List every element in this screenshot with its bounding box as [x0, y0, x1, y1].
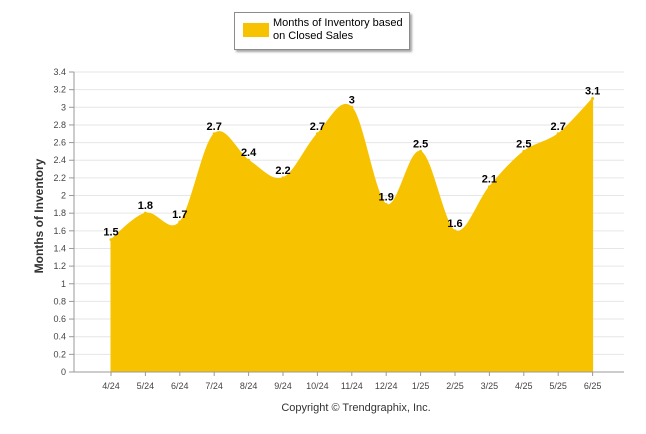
area-series: [109, 96, 595, 373]
data-point: [212, 132, 216, 136]
data-point: [591, 96, 595, 100]
y-tick-label: 1.6: [53, 226, 66, 236]
data-point: [556, 132, 560, 136]
y-tick-label: 3: [61, 102, 66, 112]
data-point: [143, 211, 147, 215]
y-tick-label: 0.2: [53, 349, 66, 359]
y-tick-label: 0.6: [53, 314, 66, 324]
x-tick-label: 10/24: [306, 381, 329, 391]
y-axis-label: Months of Inventory: [32, 158, 46, 274]
data-label: 2.4: [241, 147, 257, 159]
legend-label: Months of Inventory based on Closed Sale…: [273, 17, 403, 42]
x-tick-label: 3/25: [481, 381, 499, 391]
x-tick-label: 4/25: [515, 381, 533, 391]
data-label: 2.5: [516, 138, 531, 150]
x-tick-label: 8/24: [240, 381, 258, 391]
y-tick-label: 1.4: [53, 243, 66, 253]
y-tick-label: 0: [61, 367, 66, 377]
axes: 0 0.2 0.4 0.6 0.8 1 1.2 1.4 1.6 1.8 2 2.2 2.4 2.6 2.8 3…: [53, 67, 624, 391]
data-label: 2.2: [275, 165, 290, 177]
y-tick-label: 0.4: [53, 332, 66, 342]
data-point: [487, 185, 491, 189]
x-tick-label: 9/24: [274, 381, 292, 391]
y-tick-label: 3.4: [53, 67, 66, 77]
x-tick-label: 11/24: [341, 381, 363, 391]
data-point: [522, 149, 526, 153]
x-tick-label: 12/24: [375, 381, 398, 391]
y-tick-label: 1.2: [53, 261, 66, 271]
data-label: 2.7: [551, 121, 566, 133]
x-tick-label: 2/25: [446, 381, 464, 391]
y-tick-label: 2.6: [53, 138, 66, 148]
data-point: [247, 158, 251, 162]
y-tick-label: 3.2: [53, 85, 66, 95]
data-point: [350, 105, 354, 109]
data-label: 2.7: [207, 121, 222, 133]
data-point: [281, 176, 285, 180]
x-tick-label: 4/24: [102, 381, 120, 391]
x-tick-label: 1/25: [412, 381, 430, 391]
copyright-text: Copyright © Trendgraphix, Inc.: [281, 402, 431, 414]
area-fill: [110, 97, 594, 373]
legend-swatch: [243, 23, 269, 37]
x-tick-label: 7/24: [205, 381, 223, 391]
data-label: 1.9: [379, 191, 394, 203]
x-tick-label: 5/25: [549, 381, 567, 391]
data-label: 3.1: [585, 85, 600, 97]
data-point: [178, 220, 182, 224]
data-label: 1.5: [103, 227, 118, 239]
data-label: 3: [349, 94, 355, 106]
x-tick-label: 5/24: [137, 381, 155, 391]
y-tick-label: 2: [61, 191, 66, 201]
data-label: 1.6: [447, 218, 462, 230]
x-tick-label: 6/25: [584, 381, 602, 391]
data-label: 1.7: [172, 209, 187, 221]
y-tick-label: 0.8: [53, 296, 66, 306]
data-label: 2.1: [482, 174, 497, 186]
data-point: [453, 229, 457, 233]
y-tick-label: 1.8: [53, 208, 66, 218]
data-point: [384, 202, 388, 206]
data-label: 1.8: [138, 200, 153, 212]
data-label: 2.5: [413, 138, 428, 150]
legend: Months of Inventory based on Closed Sale…: [234, 12, 410, 50]
y-tick-label: 2.4: [53, 155, 66, 165]
y-tick-label: 2.8: [53, 120, 66, 130]
data-label: 2.7: [310, 121, 325, 133]
data-labels: 1.5 1.8 1.7 2.7 2.4 2.2 2.7 3 1.9 2.5 1.6 2.1 2.5 2.7…: [103, 85, 600, 238]
data-point: [315, 132, 319, 136]
y-tick-label: 2.2: [53, 173, 66, 183]
data-point: [419, 149, 423, 153]
x-tick-label: 6/24: [171, 381, 189, 391]
data-point: [109, 238, 113, 242]
y-tick-label: 1: [61, 279, 66, 289]
